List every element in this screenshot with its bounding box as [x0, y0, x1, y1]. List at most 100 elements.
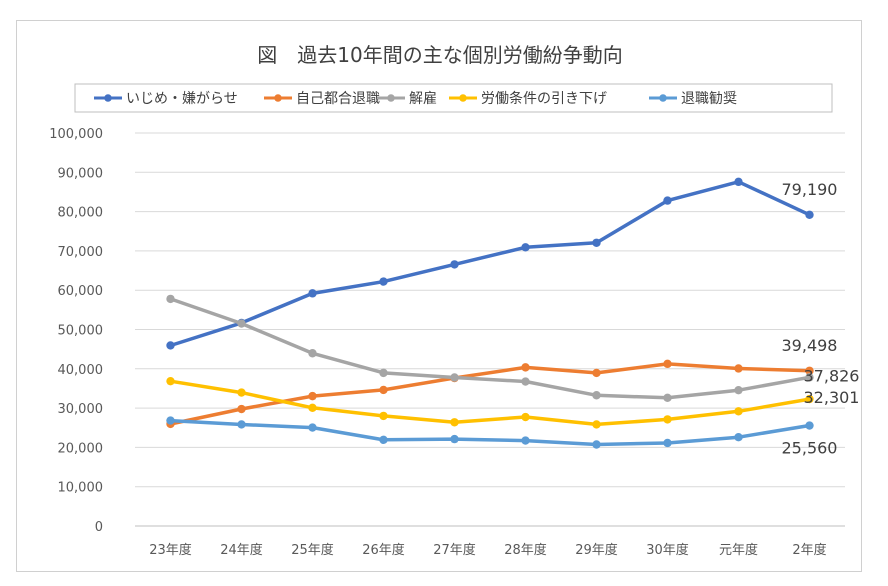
- data-point: [734, 433, 743, 442]
- legend-label: 自己都合退職: [296, 91, 380, 107]
- data-point: [379, 411, 388, 421]
- x-axis: 23年度 24年度 25年度 26年度 27年度 28年度 29年度 30年度 元年度 2年度: [149, 542, 826, 558]
- x-tick-label: 29年度: [575, 542, 618, 558]
- data-point: [166, 376, 175, 386]
- data-point: [592, 238, 601, 247]
- data-point: [237, 404, 246, 414]
- y-tick-label: 90,000: [58, 166, 104, 181]
- data-point: [805, 210, 814, 219]
- data-point: [663, 359, 672, 369]
- data-point: [450, 373, 459, 382]
- data-point: [308, 403, 317, 413]
- y-tick-label: 60,000: [58, 284, 104, 299]
- y-tick-label: 20,000: [58, 441, 104, 456]
- legend-item: 解雇: [377, 90, 437, 107]
- data-point: [805, 366, 814, 375]
- y-tick-label: 70,000: [58, 245, 104, 260]
- series-line: [170, 362, 810, 426]
- series-group: [166, 177, 814, 449]
- legend-swatch-marker: [387, 94, 395, 102]
- data-point: [592, 420, 601, 429]
- data-point: [521, 243, 530, 252]
- x-tick-label: 26年度: [362, 542, 405, 558]
- data-point: [592, 440, 601, 449]
- y-tick-label: 40,000: [58, 363, 104, 378]
- data-label: 79,190: [782, 180, 838, 199]
- data-label: 39,498: [782, 336, 838, 355]
- data-point: [166, 416, 175, 425]
- data-point: [379, 385, 388, 395]
- data-point: [805, 421, 814, 430]
- series-2: [166, 294, 814, 403]
- legend-label: いじめ・嫌がらせ: [126, 91, 238, 107]
- data-point: [237, 388, 246, 397]
- data-point: [521, 436, 530, 445]
- legend-swatch-marker: [659, 94, 667, 102]
- series-0: [166, 177, 814, 350]
- series-line: [169, 180, 811, 348]
- data-labels: 79,190 39,498 37,826 32,301 25,560: [782, 180, 860, 458]
- legend-swatch-marker: [274, 94, 282, 102]
- data-point: [308, 289, 317, 298]
- x-tick-label: 元年度: [719, 542, 758, 558]
- series-line: [170, 418, 810, 447]
- gridlines: [135, 132, 845, 527]
- legend-label: 労働条件の引き下げ: [481, 90, 607, 107]
- chart-frame: 図 過去10年間の主な個別労働紛争動向 いじめ・嫌がらせ 自己都合退職 解雇 労働条件…: [16, 20, 862, 572]
- data-point: [663, 196, 672, 205]
- data-point: [592, 368, 601, 378]
- data-label: 37,826: [804, 366, 860, 385]
- y-tick-label: 80,000: [58, 206, 104, 221]
- data-point: [308, 391, 317, 401]
- legend-label: 退職勧奨: [681, 90, 737, 107]
- data-point: [663, 415, 672, 424]
- y-axis: 0 10,000 20,000 30,000 40,000 50,000 60,000 70,…: [49, 127, 103, 535]
- y-tick-label: 30,000: [58, 402, 104, 417]
- x-tick-label: 27年度: [433, 542, 476, 558]
- legend-item: 労働条件の引き下げ: [449, 90, 607, 107]
- y-tick-label: 0: [95, 520, 103, 535]
- series-line: [170, 379, 810, 427]
- data-point: [734, 407, 743, 416]
- data-point: [237, 420, 246, 429]
- data-point: [521, 363, 530, 372]
- series-4: [166, 416, 814, 449]
- data-point: [450, 418, 459, 427]
- data-point: [734, 177, 743, 187]
- data-point: [308, 349, 317, 358]
- legend-swatch-marker: [459, 94, 467, 102]
- legend-item: 退職勧奨: [649, 90, 737, 107]
- data-point: [379, 277, 388, 286]
- data-point: [663, 393, 672, 403]
- data-point: [450, 260, 459, 269]
- legend-label: 解雇: [409, 90, 437, 107]
- x-tick-label: 28年度: [504, 542, 547, 558]
- data-point: [166, 294, 175, 304]
- chart-title: 図 過去10年間の主な個別労働紛争動向: [257, 43, 622, 67]
- legend-swatch-marker: [104, 94, 112, 102]
- legend-item: 自己都合退職: [264, 91, 380, 107]
- data-point: [237, 319, 246, 328]
- data-point: [805, 373, 814, 382]
- y-tick-label: 10,000: [58, 481, 104, 496]
- data-point: [308, 423, 317, 432]
- data-point: [166, 341, 175, 350]
- data-point: [521, 377, 530, 386]
- x-tick-label: 25年度: [291, 542, 334, 558]
- data-point: [734, 364, 743, 373]
- data-label: 25,560: [782, 439, 838, 458]
- data-label: 32,301: [804, 388, 860, 407]
- data-point: [450, 434, 459, 444]
- x-tick-label: 23年度: [149, 542, 192, 558]
- data-point: [379, 435, 388, 445]
- data-point: [521, 412, 530, 422]
- y-tick-label: 50,000: [58, 324, 104, 339]
- x-tick-label: 2年度: [792, 542, 826, 558]
- legend-item: いじめ・嫌がらせ: [94, 91, 238, 107]
- data-point: [592, 391, 601, 400]
- data-point: [663, 438, 672, 448]
- data-point: [734, 385, 743, 395]
- y-tick-label: 100,000: [49, 127, 103, 142]
- series-line: [169, 297, 810, 400]
- series-3: [166, 376, 814, 429]
